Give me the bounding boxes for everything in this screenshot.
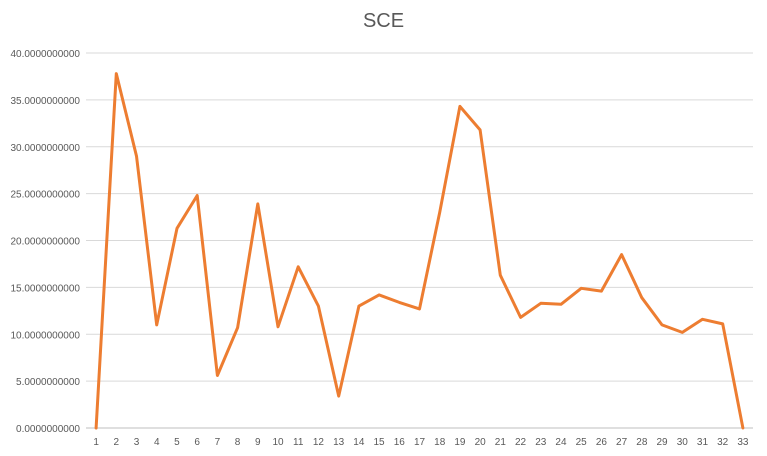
data-point [559, 303, 562, 306]
data-point [479, 128, 482, 131]
data-point [398, 301, 401, 304]
data-point [620, 253, 623, 256]
x-tick-label: 29 [656, 437, 668, 448]
data-point [297, 265, 300, 268]
data-point [95, 427, 98, 430]
x-tick-label: 8 [235, 437, 241, 448]
y-tick-label: 30.0000000000 [10, 143, 80, 154]
x-tick-label: 17 [414, 437, 426, 448]
x-tick-label: 18 [434, 437, 446, 448]
y-tick-label: 15.0000000000 [10, 283, 80, 294]
y-tick-label: 10.0000000000 [10, 330, 80, 341]
data-point [216, 374, 219, 377]
x-tick-label: 4 [154, 437, 160, 448]
x-tick-label: 25 [576, 437, 588, 448]
data-point [600, 290, 603, 293]
x-tick-label: 20 [475, 437, 487, 448]
data-point [357, 305, 360, 308]
x-tick-label: 19 [454, 437, 466, 448]
x-tick-label: 31 [697, 437, 709, 448]
data-point [539, 302, 542, 305]
data-point [640, 296, 643, 299]
data-point [681, 331, 684, 334]
x-tick-label: 28 [636, 437, 648, 448]
y-tick-label: 20.0000000000 [10, 237, 80, 248]
data-point [155, 323, 158, 326]
y-tick-label: 25.0000000000 [10, 190, 80, 201]
data-point [519, 316, 522, 319]
y-tick-label: 5.0000000000 [16, 377, 80, 388]
data-point [418, 307, 421, 310]
data-point [580, 287, 583, 290]
data-point [337, 395, 340, 398]
x-tick-label: 5 [174, 437, 180, 448]
x-tick-label: 7 [215, 437, 221, 448]
x-tick-label: 32 [717, 437, 729, 448]
data-point [256, 202, 259, 205]
data-point [438, 211, 441, 214]
x-tick-label: 22 [515, 437, 527, 448]
x-tick-label: 11 [293, 437, 304, 448]
y-tick-label: 0.0000000000 [16, 424, 80, 435]
data-point [236, 326, 239, 329]
data-point [701, 318, 704, 321]
x-tick-label: 9 [255, 437, 261, 448]
x-tick-label: 13 [333, 437, 345, 448]
x-tick-label: 1 [93, 437, 99, 448]
x-tick-label: 14 [353, 437, 365, 448]
data-point [499, 274, 502, 277]
x-tick-label: 21 [495, 437, 507, 448]
x-tick-label: 26 [596, 437, 608, 448]
data-point [378, 293, 381, 296]
x-tick-label: 23 [535, 437, 547, 448]
x-tick-label: 12 [313, 437, 325, 448]
data-point [175, 227, 178, 230]
x-tick-label: 2 [114, 437, 120, 448]
x-tick-label: 3 [134, 437, 140, 448]
data-point [317, 305, 320, 308]
x-tick-label: 15 [374, 437, 386, 448]
data-point [196, 194, 199, 197]
data-point [135, 155, 138, 158]
data-point [458, 105, 461, 108]
x-tick-label: 24 [555, 437, 567, 448]
data-point [741, 427, 744, 430]
data-point [115, 72, 118, 75]
x-tick-label: 16 [394, 437, 406, 448]
data-point [277, 325, 280, 328]
y-tick-label: 40.0000000000 [10, 49, 80, 60]
x-tick-label: 33 [737, 437, 749, 448]
y-tick-label: 35.0000000000 [10, 96, 80, 107]
data-point [661, 323, 664, 326]
x-tick-label: 30 [677, 437, 689, 448]
chart-title: SCE [362, 10, 405, 32]
x-tick-label: 10 [272, 437, 284, 448]
x-tick-label: 27 [616, 437, 628, 448]
series-line [94, 72, 745, 430]
x-tick-label: 6 [194, 437, 200, 448]
data-point [721, 322, 724, 325]
